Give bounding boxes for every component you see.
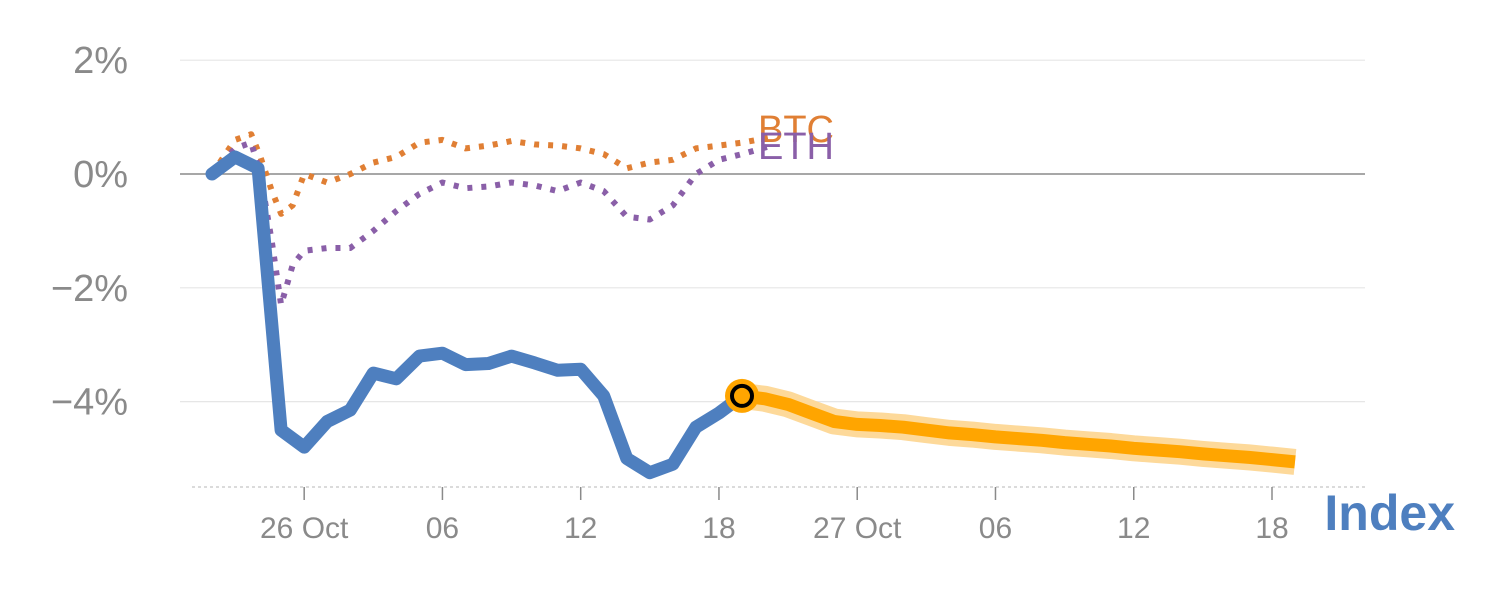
x-tick-label: 06 <box>979 512 1012 545</box>
x-tick-label: 12 <box>564 512 597 545</box>
y-tick-label: 0% <box>73 154 128 196</box>
eth-series-line <box>209 139 773 308</box>
x-tick-label: 18 <box>702 512 735 545</box>
index-series-line <box>205 150 749 480</box>
x-tick-label: 06 <box>426 512 459 545</box>
x-tick-label: 18 <box>1255 512 1288 545</box>
forecast-layer <box>740 383 1297 475</box>
y-axis-ticks: 2% 0% −2% −4% <box>51 40 128 423</box>
forecast-line <box>741 389 1296 469</box>
y-tick-label: −4% <box>51 382 128 424</box>
index-series-label: Index <box>1324 485 1455 541</box>
eth-series-label: ETH <box>758 126 834 168</box>
x-axis-ticks: 26 Oct 06 12 18 27 Oct 06 12 18 <box>260 487 1289 545</box>
marker-layer <box>725 378 759 413</box>
y-tick-label: 2% <box>73 40 128 82</box>
x-tick-label: 12 <box>1117 512 1150 545</box>
x-tick-label: 27 Oct <box>813 512 902 545</box>
btc-series-label: BTC <box>758 109 834 151</box>
label-layer: BTC ETH Index <box>758 109 1455 541</box>
x-tick-label: 26 Oct <box>260 512 349 545</box>
btc-series-line <box>209 131 773 217</box>
current-point-marker <box>730 383 754 408</box>
series-layer <box>205 131 773 480</box>
y-tick-label: −2% <box>51 268 128 310</box>
